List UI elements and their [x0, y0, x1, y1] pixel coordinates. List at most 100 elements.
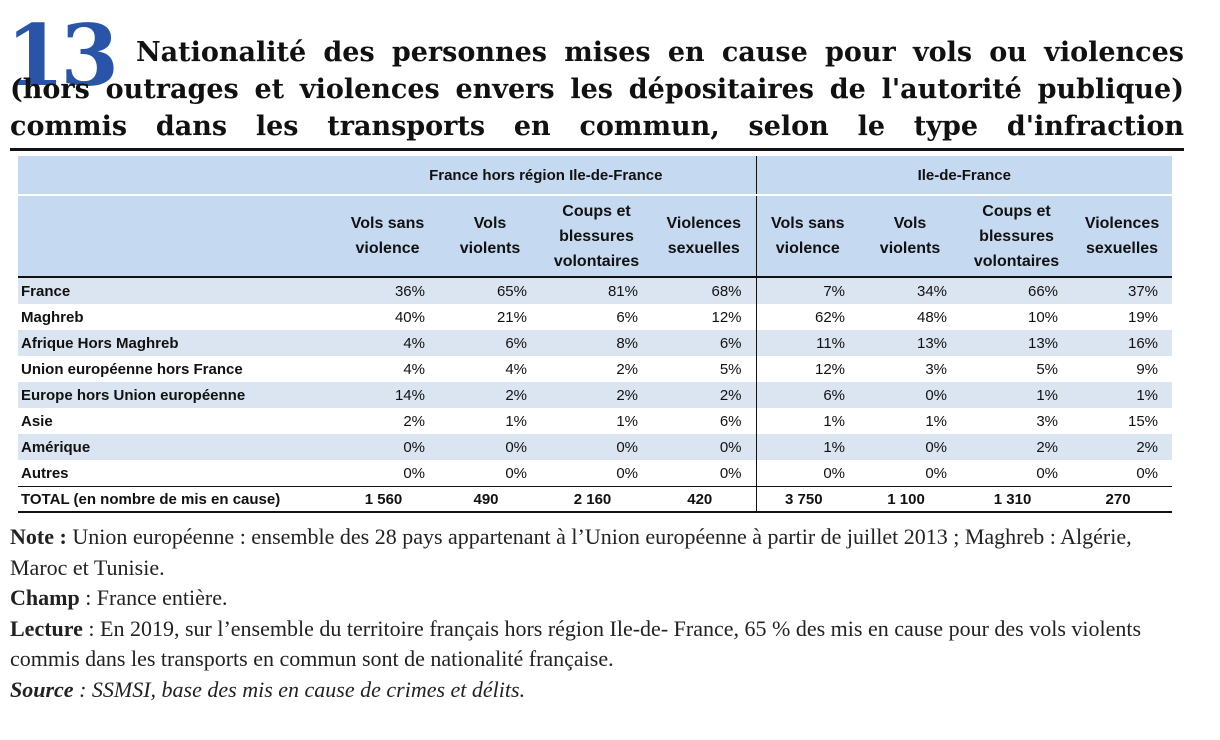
col-header: Coups et blessures volontaires [541, 195, 652, 278]
nationality-table: France hors région Ile-de-France Ile-de-… [18, 156, 1173, 513]
table-cell: 2 160 [541, 486, 652, 513]
col-header: Vols sans violence [336, 195, 439, 278]
table-cell: 48% [859, 304, 962, 330]
table-cell: 12% [652, 304, 757, 330]
table-cell: 1% [755, 408, 860, 434]
col-header: Vols violents [439, 195, 541, 278]
table-cell: 8% [541, 330, 652, 356]
table-cell: 21% [439, 304, 541, 330]
table-cell: 13% [961, 330, 1073, 356]
champ-text: : France entière. [79, 585, 228, 610]
table-cell: 0% [859, 382, 962, 408]
table-cell: 4% [439, 356, 541, 382]
source-text: : SSMSI, base des mis en cause de crimes… [73, 676, 526, 702]
table-cell: 2% [541, 356, 652, 382]
table-cell: 13% [859, 330, 962, 356]
row-label: TOTAL (en nombre de mis en cause) [18, 486, 336, 513]
table-cell: 15% [1072, 408, 1173, 434]
table-cell: 40% [336, 304, 439, 330]
table-cell: 1 100 [859, 486, 962, 513]
source-label: Source [10, 676, 74, 702]
note-label: Note : [10, 524, 67, 549]
table-row: Union européenne hors France 4% 4% 2% 5% 12% 3… [18, 356, 1173, 382]
table-cell: 2% [652, 382, 757, 408]
table-cell: 0% [755, 460, 860, 487]
table-cell: 14% [336, 382, 439, 408]
table-row: Asie 2% 1% 1% 6% 1% 1% 3% 15% [18, 408, 1173, 434]
group-header-row: France hors région Ile-de-France Ile-de-… [18, 156, 1173, 196]
table-cell: 1% [1072, 382, 1173, 408]
table-cell: 12% [755, 356, 860, 382]
table-cell: 62% [755, 304, 860, 330]
table-cell: 0% [439, 434, 541, 460]
note-paragraph: Note : Union européenne : ensemble des 2… [10, 522, 1186, 583]
table-row: Maghreb 40% 21% 6% 12% 62% 48% 10% 19% [18, 304, 1173, 330]
col-header: Coups et blessures volontaires [961, 195, 1073, 278]
table-cell: 2% [961, 434, 1073, 460]
total-row: TOTAL (en nombre de mis en cause) 1 560 49… [18, 486, 1173, 513]
table-cell: 1% [439, 408, 541, 434]
table-cell: 420 [652, 486, 757, 513]
table-cell: 6% [652, 330, 757, 356]
table-row: Afrique Hors Maghreb 4% 6% 8% 6% 11% 13% 13% 16% [18, 330, 1173, 356]
row-label: Europe hors Union européenne [18, 382, 336, 408]
table-cell: 0% [541, 460, 652, 487]
figure-number: 13 [6, 6, 119, 105]
table-cell: 6% [541, 304, 652, 330]
table-cell: 6% [439, 330, 541, 356]
table-cell: 34% [859, 277, 962, 304]
table-cell: 10% [961, 304, 1073, 330]
title-rule [10, 148, 1184, 151]
table-cell: 0% [859, 460, 962, 487]
group-header-idf: Ile-de-France [755, 156, 1173, 196]
table-cell: 65% [439, 277, 541, 304]
table-cell: 2% [439, 382, 541, 408]
note-text: Union européenne : ensemble des 28 pays … [10, 524, 1132, 580]
table-cell: 3% [859, 356, 962, 382]
header-empty [18, 156, 336, 196]
table-cell: 5% [961, 356, 1073, 382]
row-label: Asie [18, 408, 336, 434]
table-cell: 0% [336, 434, 439, 460]
table-cell: 0% [1072, 460, 1173, 487]
table-cell: 0% [336, 460, 439, 487]
table-cell: 1 310 [961, 486, 1073, 513]
table-cell: 2% [1072, 434, 1173, 460]
column-header-row: Vols sans violence Vols violents Coups e… [18, 195, 1173, 278]
table-cell: 0% [439, 460, 541, 487]
table-cell: 9% [1072, 356, 1173, 382]
table-cell: 6% [652, 408, 757, 434]
table-body: France 36% 65% 81% 68% 7% 34% 66% 37% Maghreb 40% 2… [18, 277, 1173, 513]
table-cell: 68% [652, 277, 757, 304]
table-cell: 36% [336, 277, 439, 304]
table-row: France 36% 65% 81% 68% 7% 34% 66% 37% [18, 277, 1173, 304]
table-cell: 490 [439, 486, 541, 513]
table-cell: 0% [652, 460, 757, 487]
group-header-france: France hors région Ile-de-France [336, 156, 757, 196]
col-header: Violences sexuelles [652, 195, 757, 278]
champ-paragraph: Champ : France entière. [10, 583, 1186, 614]
row-label: Amérique [18, 434, 336, 460]
notes: Note : Union européenne : ensemble des 2… [10, 522, 1186, 705]
row-label: Maghreb [18, 304, 336, 330]
col-header: Vols violents [859, 195, 962, 278]
table-cell: 66% [961, 277, 1073, 304]
table-cell: 81% [541, 277, 652, 304]
row-label: Autres [18, 460, 336, 487]
figure-title: Nationalité des personnes mises en cause… [10, 34, 1184, 145]
lecture-paragraph: Lecture : En 2019, sur l’ensemble du ter… [10, 614, 1186, 675]
table-cell: 4% [336, 356, 439, 382]
table-row: Amérique 0% 0% 0% 0% 1% 0% 2% 2% [18, 434, 1173, 460]
row-label: France [18, 277, 336, 304]
col-header: Violences sexuelles [1072, 195, 1173, 278]
table-cell: 0% [541, 434, 652, 460]
table-cell: 1% [755, 434, 860, 460]
table-cell: 1% [541, 408, 652, 434]
header-label-empty [18, 195, 336, 278]
table-cell: 0% [652, 434, 757, 460]
table-cell: 37% [1072, 277, 1173, 304]
figure-title-text: Nationalité des personnes mises en cause… [10, 37, 1184, 142]
table-cell: 0% [859, 434, 962, 460]
table-row: Autres 0% 0% 0% 0% 0% 0% 0% 0% [18, 460, 1173, 487]
table-cell: 1% [961, 382, 1073, 408]
